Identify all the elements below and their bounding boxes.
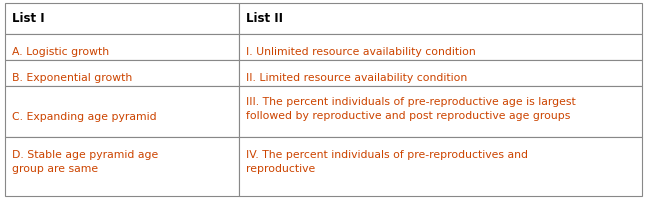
Bar	[5, 3, 239, 34]
Text: List II: List II	[246, 12, 283, 25]
Text: IV. The percent individuals of pre-reproductives and
reproductive: IV. The percent individuals of pre-repro…	[246, 150, 528, 174]
Text: List I: List I	[12, 12, 44, 25]
Text: C. Expanding age pyramid: C. Expanding age pyramid	[12, 112, 157, 122]
Bar	[239, 3, 642, 34]
Text: I. Unlimited resource availability condition: I. Unlimited resource availability condi…	[246, 47, 476, 57]
Text: D. Stable age pyramid age
group are same: D. Stable age pyramid age group are same	[12, 150, 158, 174]
Text: A. Logistic growth: A. Logistic growth	[12, 47, 109, 57]
Bar	[239, 137, 642, 196]
Text: B. Exponential growth: B. Exponential growth	[12, 73, 132, 83]
Bar	[239, 60, 642, 86]
Bar	[5, 60, 239, 86]
Bar	[5, 34, 239, 60]
Bar	[239, 34, 642, 60]
Text: III. The percent individuals of pre-reproductive age is largest
followed by repr: III. The percent individuals of pre-repr…	[246, 97, 576, 121]
Bar	[5, 137, 239, 196]
Bar	[239, 86, 642, 137]
Bar	[5, 86, 239, 137]
Text: II. Limited resource availability condition: II. Limited resource availability condit…	[246, 73, 467, 83]
